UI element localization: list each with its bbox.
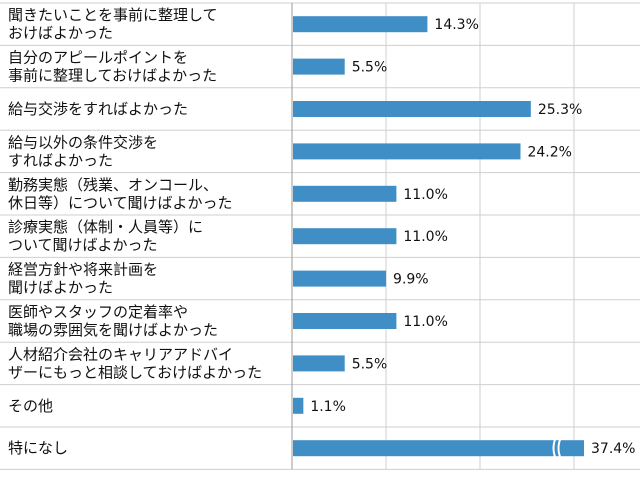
category-label-line: 特になし	[8, 439, 68, 457]
category-label: 聞きたいことを事前に整理しておけばよかった	[8, 6, 218, 42]
bar	[293, 101, 531, 117]
axis-break-mark	[552, 436, 557, 460]
axis-break-mark	[557, 436, 562, 460]
category-label-line: 聞けばよかった	[8, 279, 113, 297]
value-label: 11.0%	[403, 229, 447, 245]
value-label: 14.3%	[434, 17, 478, 33]
category-label-line: 事前に整理しておけばよかった	[8, 67, 217, 85]
category-label: 特になし	[8, 439, 68, 457]
category-label: 医師やスタッフの定着率や職場の雰囲気を聞けばよかった	[8, 303, 218, 339]
bar	[293, 185, 397, 202]
value-label: 37.4%	[591, 441, 635, 457]
category-label-line: 経営方針や将来計画を	[8, 261, 158, 279]
category-label: 給与以外の条件交渉をすればよかった	[8, 133, 158, 169]
category-label-line: 自分のアピールポイントを	[8, 49, 188, 67]
value-label: 11.0%	[403, 187, 447, 203]
category-label-line: ザーにもっと相談しておけばよかった	[8, 363, 262, 381]
value-label: 25.3%	[538, 102, 582, 118]
category-label-line: すればよかった	[8, 151, 113, 169]
value-label: 24.2%	[527, 144, 571, 160]
bar	[293, 228, 397, 245]
bar	[293, 397, 304, 414]
value-label: 11.0%	[403, 314, 447, 330]
value-label: 5.5%	[352, 356, 388, 372]
bar	[293, 143, 521, 160]
value-label: 5.5%	[352, 60, 388, 76]
bar	[293, 270, 387, 287]
category-label: 経営方針や将来計画を聞けばよかった	[8, 261, 158, 297]
category-label: 人材紹介会社のキャリアアドバイザーにもっと相談しておけばよかった	[8, 345, 262, 381]
category-label: 診療実態（体制・人員等）について聞けばよかった	[8, 218, 203, 254]
category-label-line: 人材紹介会社のキャリアアドバイ	[8, 345, 233, 363]
category-label-line: 医師やスタッフの定着率や	[8, 303, 188, 321]
category-label: 給与交渉をすればよかった	[8, 100, 188, 118]
value-label: 1.1%	[310, 399, 346, 415]
category-label-line: 給与交渉をすればよかった	[8, 100, 188, 118]
category-label: その他	[8, 397, 53, 415]
category-label-line: 休日等）について聞けばよかった	[8, 194, 233, 212]
bar	[293, 58, 345, 75]
category-label-line: 診療実態（体制・人員等）に	[8, 218, 203, 236]
category-label-line: 聞きたいことを事前に整理して	[8, 6, 218, 24]
category-label-line: おけばよかった	[8, 24, 113, 42]
bar	[293, 440, 584, 457]
category-label: 自分のアピールポイントを事前に整理しておけばよかった	[8, 49, 217, 85]
category-label-line: 給与以外の条件交渉を	[8, 133, 158, 151]
bar	[293, 313, 397, 329]
category-label-line: 職場の雰囲気を聞けばよかった	[8, 321, 218, 339]
category-label-line: 勤務実態（残業、オンコール、	[8, 176, 218, 194]
category-label-line: ついて聞けばよかった	[8, 236, 158, 254]
bar	[293, 355, 345, 372]
category-label-line: その他	[8, 397, 53, 415]
bar	[293, 16, 428, 33]
category-label: 勤務実態（残業、オンコール、休日等）について聞けばよかった	[8, 176, 233, 212]
value-label: 9.9%	[393, 272, 429, 288]
